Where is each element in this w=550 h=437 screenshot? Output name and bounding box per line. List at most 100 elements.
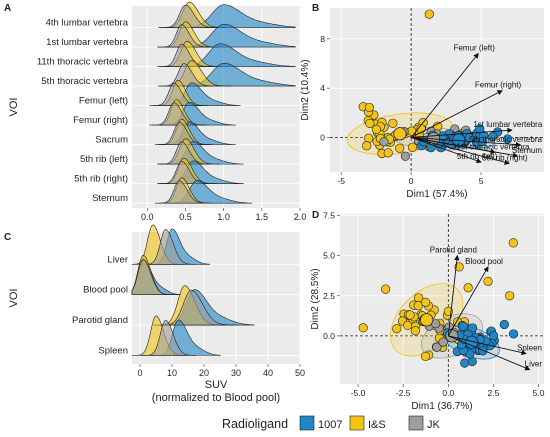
x-tick-label: 0.5 bbox=[179, 212, 192, 222]
loading-label: 5th rib (right) bbox=[482, 153, 528, 162]
loading-arrow bbox=[447, 254, 460, 336]
x-tick-label: -5 bbox=[337, 176, 345, 186]
x-axis-title: Dim1 (36.7%) bbox=[411, 401, 472, 412]
data-point bbox=[508, 238, 518, 248]
x-tick-label: 5 bbox=[479, 176, 484, 186]
x-tick-label: 30 bbox=[231, 368, 241, 378]
category-tick-label: Sternum bbox=[92, 193, 128, 204]
category-tick-label: Blood pool bbox=[83, 285, 128, 296]
density-ridge bbox=[157, 24, 213, 48]
loading-arrow bbox=[411, 137, 510, 165]
loading-label: Sternum bbox=[512, 146, 543, 155]
legend-label: 1007 bbox=[318, 419, 342, 431]
x-tick-label: 50 bbox=[295, 368, 305, 378]
y-axis-title: VOI bbox=[8, 289, 20, 308]
category-tick-label: Femur (right) bbox=[73, 115, 128, 126]
x-tick-label: 20 bbox=[199, 368, 209, 378]
x-tick-label: 1.0 bbox=[217, 212, 230, 222]
loading-arrow bbox=[411, 127, 513, 138]
loading-arrow bbox=[448, 335, 531, 371]
data-point bbox=[388, 118, 398, 128]
panel-label-b: B bbox=[312, 3, 319, 14]
x-axis-title-line1: SUV bbox=[205, 379, 228, 391]
loading-label: Parotid gland bbox=[430, 246, 477, 255]
data-point bbox=[499, 319, 509, 330]
density-ridge bbox=[158, 4, 220, 28]
data-point bbox=[467, 323, 478, 333]
y-tick-label: 5.0 bbox=[323, 251, 335, 261]
group-centroid bbox=[393, 127, 407, 141]
data-point bbox=[358, 323, 368, 333]
data-point bbox=[460, 358, 470, 368]
x-tick-label: 0.0 bbox=[442, 388, 454, 398]
legend-swatch bbox=[299, 415, 315, 431]
x-tick-label: 1.5 bbox=[256, 212, 269, 222]
category-tick-label: Spleen bbox=[98, 345, 128, 356]
y-axis-title: Dim2 (28.5%) bbox=[310, 268, 321, 329]
x-tick-label: 2.0 bbox=[294, 212, 307, 222]
data-point bbox=[420, 297, 431, 307]
x-tick-label: -2.5 bbox=[396, 388, 411, 398]
x-tick-label: 2.5 bbox=[488, 388, 500, 398]
x-axis-title-line2: (normalized to Blood pool) bbox=[152, 392, 280, 404]
category-tick-label: 1st lumbar vertebra bbox=[46, 37, 129, 48]
data-point bbox=[410, 326, 421, 336]
data-point bbox=[365, 118, 375, 128]
data-point bbox=[458, 321, 468, 331]
x-tick-label: 0 bbox=[137, 368, 142, 378]
loading-label: Spleen bbox=[517, 344, 542, 353]
loading-arrow bbox=[410, 137, 482, 164]
loading-label: 5th rib (left) bbox=[457, 152, 498, 161]
data-point bbox=[424, 9, 434, 19]
data-point bbox=[371, 124, 381, 134]
loading-label: 11th thoracic vertebra bbox=[453, 142, 530, 151]
category-tick-label: 5th rib (left) bbox=[80, 154, 128, 165]
legend-swatch bbox=[408, 415, 424, 431]
density-ridge bbox=[149, 82, 205, 106]
legend-label: JK bbox=[427, 419, 441, 431]
density-ridge bbox=[157, 63, 217, 87]
data-point bbox=[362, 141, 372, 151]
density-ridge bbox=[131, 259, 174, 295]
loading-label: Blood pool bbox=[465, 257, 503, 266]
data-point bbox=[478, 346, 488, 356]
panel-label-c: C bbox=[4, 232, 11, 243]
data-point bbox=[381, 284, 391, 294]
density-ridge bbox=[157, 160, 213, 184]
legend-swatch bbox=[349, 415, 365, 431]
x-tick-label: -5.0 bbox=[351, 388, 366, 398]
data-point bbox=[483, 276, 493, 286]
y-tick-label: 2.5 bbox=[323, 291, 335, 301]
category-tick-label: Femur (left) bbox=[79, 96, 128, 107]
density-ridge bbox=[154, 121, 210, 145]
density-ridge bbox=[157, 43, 213, 67]
y-tick-label: 0 bbox=[320, 132, 325, 142]
y-tick-label: 0.0 bbox=[323, 331, 335, 341]
y-tick-label: 4 bbox=[320, 83, 325, 93]
data-point bbox=[477, 136, 487, 147]
panel-label-a: A bbox=[4, 3, 11, 14]
data-point bbox=[438, 337, 448, 347]
group-centroid bbox=[445, 329, 459, 343]
loading-label: Femur (left) bbox=[454, 44, 496, 53]
data-point bbox=[383, 148, 393, 158]
loading-label: 1st lumbar vertebra bbox=[473, 120, 542, 129]
data-point bbox=[420, 351, 431, 361]
category-tick-label: Sacrum bbox=[95, 135, 128, 146]
data-point bbox=[392, 324, 402, 334]
category-tick-label: Parotid gland bbox=[72, 315, 128, 326]
density-ridge bbox=[149, 102, 205, 126]
data-point bbox=[508, 329, 519, 339]
category-tick-label: 5th thoracic vertebra bbox=[41, 76, 128, 87]
density-ridge bbox=[141, 229, 197, 265]
legend-label: I&S bbox=[368, 419, 386, 431]
loading-label: Liver bbox=[525, 360, 543, 369]
x-tick-label: 0 bbox=[409, 176, 414, 186]
data-point bbox=[407, 142, 418, 152]
loading-arrow bbox=[447, 266, 489, 337]
y-tick-label: 8 bbox=[320, 34, 325, 44]
density-ridge bbox=[141, 320, 197, 356]
category-tick-label: 5th rib (right) bbox=[74, 174, 128, 185]
panel-label-d: D bbox=[312, 210, 319, 221]
